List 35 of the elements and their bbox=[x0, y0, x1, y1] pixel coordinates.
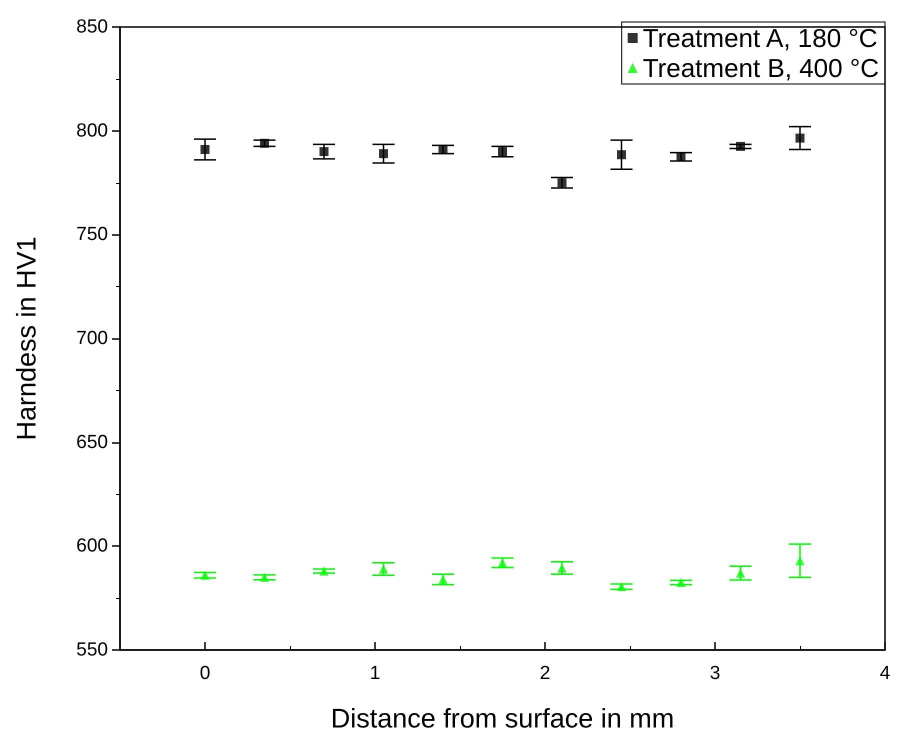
legend-label: Treatment B, 400 °C bbox=[642, 53, 879, 83]
legend-label: Treatment A, 180 °C bbox=[642, 23, 878, 53]
point bbox=[676, 152, 686, 162]
y-tick-label: 600 bbox=[76, 536, 108, 557]
point bbox=[736, 142, 745, 151]
y-tick-label: 650 bbox=[76, 432, 108, 453]
point bbox=[379, 564, 388, 574]
point bbox=[320, 566, 328, 576]
y-tick-label: 850 bbox=[76, 16, 108, 38]
point bbox=[260, 138, 269, 148]
y-axis-title: Harndess in HV1 bbox=[12, 236, 42, 441]
point bbox=[200, 145, 210, 154]
point bbox=[498, 558, 507, 568]
x-tick-label: 0 bbox=[200, 663, 210, 684]
point bbox=[260, 572, 269, 582]
point bbox=[320, 147, 328, 156]
point bbox=[676, 578, 686, 588]
x-tick-label: 2 bbox=[540, 663, 550, 684]
point bbox=[558, 178, 566, 188]
point bbox=[736, 568, 745, 578]
point bbox=[498, 147, 507, 156]
y-tick-label: 800 bbox=[76, 120, 108, 142]
point bbox=[796, 134, 804, 143]
y-tick-label: 750 bbox=[76, 224, 108, 246]
x-axis-title: Distance from surface in mm bbox=[330, 704, 674, 734]
y-tick-label: 550 bbox=[76, 640, 108, 660]
x-tick-label: 1 bbox=[370, 663, 380, 684]
point bbox=[200, 570, 210, 580]
point bbox=[617, 150, 626, 160]
point bbox=[617, 582, 626, 592]
y-tick-label: 700 bbox=[76, 328, 108, 349]
x-tick-label: 4 bbox=[880, 663, 891, 684]
x-tick-label: 3 bbox=[710, 663, 720, 684]
point bbox=[379, 149, 388, 158]
point bbox=[796, 556, 804, 566]
